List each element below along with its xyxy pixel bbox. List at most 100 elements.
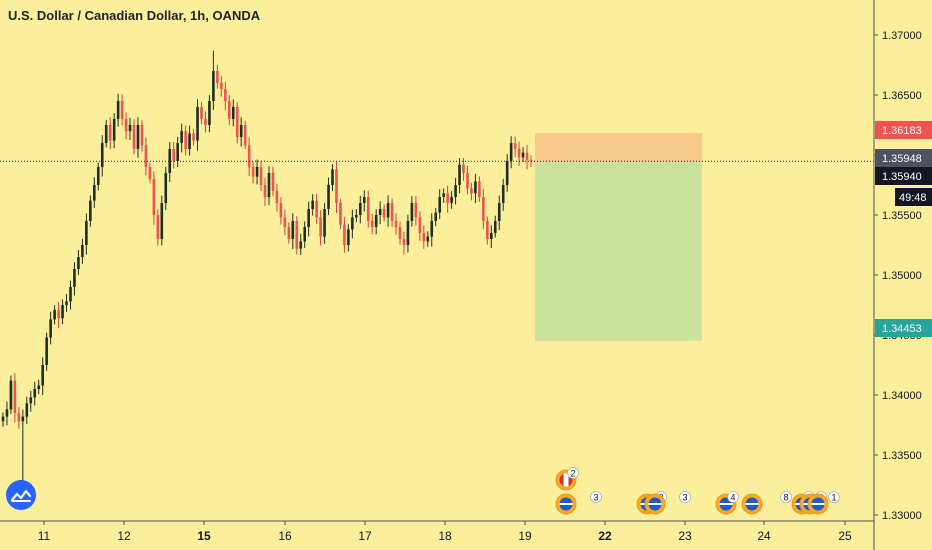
candle-body xyxy=(529,159,533,161)
candle-body xyxy=(394,221,398,227)
candle-body xyxy=(5,409,9,417)
candle-body xyxy=(243,125,247,146)
candle-body xyxy=(493,221,497,233)
stop-price-label-bg xyxy=(875,121,932,139)
candle-body xyxy=(29,397,33,404)
candle-body xyxy=(200,107,203,119)
candle-body xyxy=(418,217,422,233)
candle-body xyxy=(490,233,493,239)
candle-body xyxy=(323,209,326,237)
candle-body xyxy=(370,221,374,227)
tradingview-logo-icon[interactable] xyxy=(6,480,36,510)
candle-body xyxy=(414,203,418,218)
candle-body xyxy=(466,173,469,189)
candle-body xyxy=(227,101,231,119)
economic-events[interactable]: 232348531 xyxy=(555,467,840,515)
event-count-badge xyxy=(828,491,840,503)
candle-body xyxy=(140,125,144,146)
time-tick-label: 16 xyxy=(278,529,292,543)
event-count-label: 2 xyxy=(570,469,575,479)
candle-body xyxy=(120,101,124,119)
event-count-label: 1 xyxy=(831,493,836,503)
candle-body xyxy=(235,107,239,137)
candle-body xyxy=(81,245,84,257)
candle-body xyxy=(164,173,168,203)
position-zones[interactable] xyxy=(535,133,702,341)
candle-body xyxy=(1,416,5,422)
candle-body xyxy=(446,193,449,203)
candle-body xyxy=(462,164,465,173)
candle-body xyxy=(152,179,156,215)
candle-body xyxy=(513,143,517,149)
candle-body xyxy=(434,212,438,221)
candle-body xyxy=(37,385,41,389)
take-profit-zone xyxy=(535,162,702,341)
candle-body xyxy=(13,380,17,413)
candle-body xyxy=(53,309,56,320)
candle-body xyxy=(497,203,501,221)
candle-body xyxy=(422,233,426,242)
entry-price-label-bg xyxy=(875,167,932,185)
candle-body xyxy=(231,107,235,119)
entry-price-label: 1.35940 xyxy=(882,171,922,183)
candle-body xyxy=(474,181,477,194)
candle-body xyxy=(509,143,513,161)
candle-body xyxy=(172,149,176,161)
candle-body xyxy=(450,197,453,203)
candle-body xyxy=(517,149,521,158)
flag-stripe xyxy=(745,503,759,505)
candle-body xyxy=(299,241,303,249)
candle-body xyxy=(45,337,48,365)
candle-body xyxy=(521,152,525,158)
candle-body xyxy=(116,101,120,119)
candle-body xyxy=(255,167,259,177)
candle-body xyxy=(93,185,96,201)
candle-body xyxy=(454,185,457,197)
candle-body xyxy=(283,217,287,227)
candle-body xyxy=(267,173,271,197)
candle-body xyxy=(208,101,211,125)
candle-body xyxy=(212,71,215,101)
candle-body xyxy=(168,149,172,173)
candle-body xyxy=(351,217,354,230)
chart-title: U.S. Dollar / Canadian Dollar, 1h, OANDA xyxy=(8,8,261,23)
current-price-label: 1.35948 xyxy=(882,153,922,165)
price-tick-label: 1.37000 xyxy=(882,30,922,42)
candle-body xyxy=(216,71,219,83)
candle-body xyxy=(49,319,52,338)
time-tick-label: 23 xyxy=(678,529,692,543)
candle-body xyxy=(251,167,255,177)
candle-body xyxy=(287,227,291,239)
candle-body xyxy=(426,236,430,242)
price-tick-label: 1.34000 xyxy=(882,390,922,402)
candle-body xyxy=(204,119,207,125)
candle-body xyxy=(303,227,307,242)
candle-body xyxy=(220,83,223,89)
candle-body xyxy=(112,119,116,141)
flag-stripe xyxy=(563,473,569,487)
event-count-badge xyxy=(780,491,792,503)
candle-body xyxy=(275,191,279,203)
candle-body xyxy=(327,185,330,209)
candle-body xyxy=(442,193,445,197)
price-tick-label: 1.35500 xyxy=(882,210,922,222)
event-count-badge xyxy=(727,491,739,503)
flag-stripe xyxy=(719,503,733,505)
candle-body xyxy=(410,203,414,221)
candle-body xyxy=(57,309,60,319)
candle-body xyxy=(160,203,164,239)
time-tick-label: 24 xyxy=(757,529,771,543)
candle-body xyxy=(347,229,350,245)
candle-body xyxy=(184,131,187,149)
candle-body xyxy=(25,403,29,417)
time-tick-label: 17 xyxy=(358,529,372,543)
time-tick-label: 18 xyxy=(438,529,452,543)
candle-body xyxy=(224,89,227,101)
flag-stripe xyxy=(811,503,825,505)
price-tick-label: 1.35000 xyxy=(882,270,922,282)
candle-body xyxy=(61,305,64,319)
candle-body xyxy=(188,133,191,149)
candle-body xyxy=(331,169,334,185)
